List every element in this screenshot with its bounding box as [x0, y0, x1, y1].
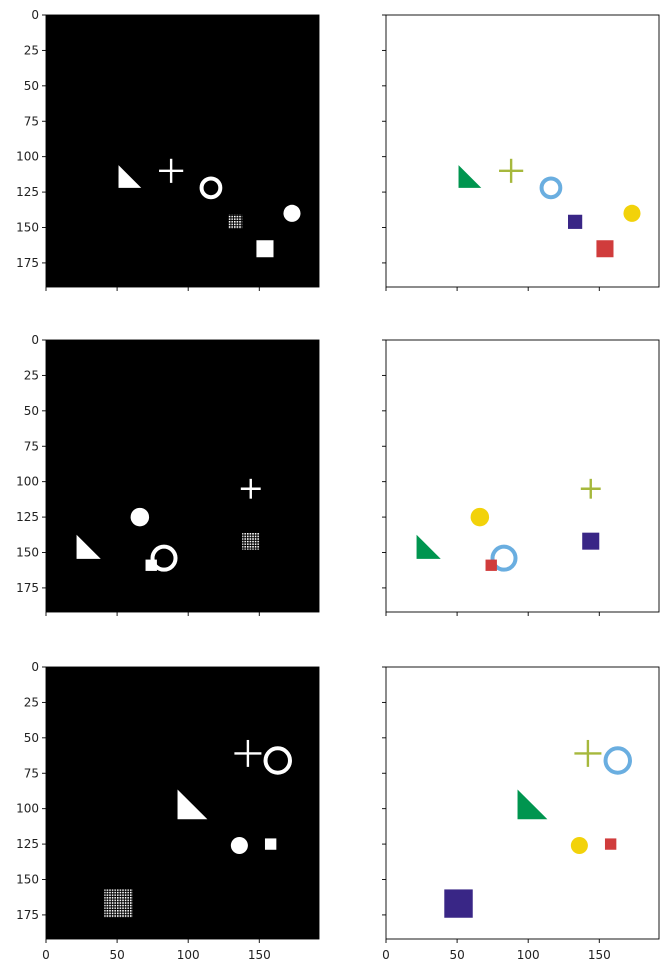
ring-mask-shape	[263, 746, 292, 775]
x-tick-label: 150	[588, 948, 611, 962]
square-dark-mask-shape	[104, 889, 133, 918]
square-red-mask-shape	[145, 559, 157, 571]
triangle-mask-shape	[76, 534, 101, 559]
y-tick-label: 0	[31, 8, 39, 22]
y-tick-label: 175	[16, 581, 39, 595]
ring-mask-shape	[199, 176, 223, 200]
square-dark-shape	[582, 532, 600, 550]
square-red-shape	[485, 559, 497, 571]
mask-panel-2: 0 25 50 75 100 125 150 175	[16, 333, 320, 616]
x-tick-label: 150	[248, 948, 271, 962]
square-dark-mask-shape	[242, 532, 260, 550]
square-red-mask-shape	[256, 240, 274, 258]
panel-background	[46, 15, 319, 287]
x-tick-label: 0	[42, 948, 50, 962]
disc-mask-shape	[230, 836, 248, 855]
y-tick-label: 0	[31, 333, 39, 347]
y-tick-label: 75	[24, 114, 39, 128]
axes-frame	[385, 666, 660, 940]
triangle-shape	[416, 534, 441, 559]
axes-frame	[385, 339, 660, 613]
y-tick-label: 175	[16, 908, 39, 922]
x-tick-label: 50	[109, 948, 124, 962]
triangle-mask-shape	[118, 165, 142, 188]
y-tick-label: 100	[16, 475, 39, 489]
square-red-shape	[604, 838, 617, 850]
y-tick-label: 175	[16, 256, 39, 270]
y-tick-label: 50	[24, 731, 39, 745]
x-tick-label: 100	[177, 948, 200, 962]
y-tick-label: 150	[16, 221, 39, 235]
triangle-shape	[458, 165, 482, 188]
y-tick-label: 50	[24, 404, 39, 418]
y-tick-label: 75	[24, 439, 39, 453]
plus-mask-shape	[234, 739, 262, 767]
y-tick-label: 25	[24, 368, 39, 382]
axes-frame	[45, 339, 320, 613]
ring-shape	[603, 746, 632, 775]
triangle-mask-shape	[177, 789, 208, 820]
ring-shape	[490, 544, 518, 572]
square-red-shape	[596, 240, 614, 258]
plus-shape	[574, 739, 602, 767]
x-tick-label: 50	[449, 948, 464, 962]
y-tick-label: 75	[24, 766, 39, 780]
y-tick-label: 100	[16, 150, 39, 164]
mask-panel-3: 0 25 50 75 100 125 150 175 0 50 100 150	[16, 660, 320, 962]
y-tick-label: 50	[24, 79, 39, 93]
panel-background	[386, 15, 659, 287]
y-tick-label: 0	[31, 660, 39, 674]
ring-mask-shape	[150, 544, 178, 572]
disc-shape	[623, 204, 641, 222]
y-tick-label: 25	[24, 695, 39, 709]
disc-mask-shape	[130, 507, 150, 527]
square-dark-mask-shape	[228, 214, 243, 229]
color-panel-2	[382, 339, 660, 616]
triangle-shape	[517, 789, 548, 820]
panel-background	[386, 340, 659, 612]
axes-frame	[45, 14, 320, 288]
color-panel-1	[382, 14, 660, 291]
y-tick-label: 125	[16, 837, 39, 851]
x-tick-label: 100	[517, 948, 540, 962]
axes-frame	[385, 14, 660, 288]
y-tick-label: 150	[16, 873, 39, 887]
y-tick-label: 125	[16, 510, 39, 524]
ring-shape	[539, 176, 563, 200]
plus-shape	[580, 478, 601, 499]
square-red-mask-shape	[264, 838, 277, 850]
y-tick-label: 25	[24, 43, 39, 57]
y-tick-label: 125	[16, 185, 39, 199]
square-dark-shape	[568, 214, 583, 229]
x-tick-label: 0	[382, 948, 390, 962]
axes-frame	[45, 666, 320, 940]
disc-shape	[470, 507, 490, 527]
disc-mask-shape	[283, 204, 301, 222]
y-tick-label: 150	[16, 546, 39, 560]
plus-mask-shape	[159, 158, 184, 183]
plus-mask-shape	[240, 478, 261, 499]
color-panel-3: 0 50 100 150	[382, 666, 660, 962]
y-tick-label: 100	[16, 802, 39, 816]
disc-shape	[570, 836, 588, 855]
square-dark-shape	[444, 889, 473, 918]
panel-background	[46, 340, 319, 612]
plus-shape	[499, 158, 524, 183]
mask-panel-1: 0 25 50 75 100 125 150 175	[16, 8, 320, 291]
